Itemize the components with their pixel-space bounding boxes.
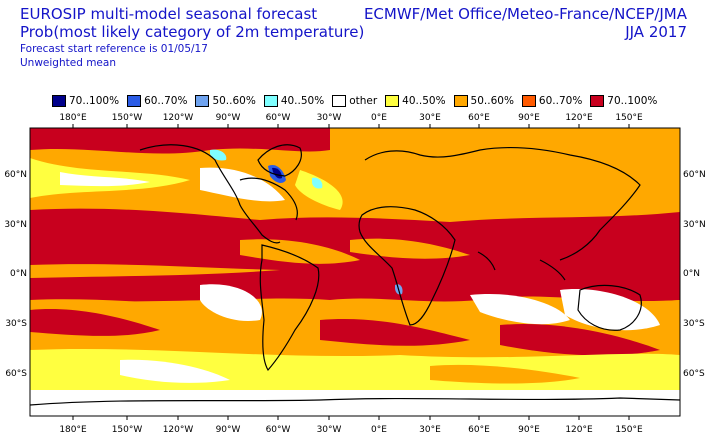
legend-swatch	[521, 95, 536, 107]
southeast-asia-coast	[539, 259, 566, 281]
legend-swatch	[453, 95, 468, 107]
longitude-label: 60°W	[266, 425, 291, 435]
india-coast	[477, 251, 496, 271]
legend-label: 40..50%	[280, 95, 325, 107]
latitude-label: 30°S	[683, 319, 705, 329]
longitude-label: 0°E	[371, 113, 387, 123]
legend-item: 50..60%	[195, 95, 256, 107]
latitude-label: 60°N	[4, 170, 27, 180]
longitude-label: 30°W	[317, 425, 342, 435]
longitude-label: 30°E	[419, 113, 441, 123]
africa-coast	[358, 206, 456, 326]
longitude-label: 180°E	[59, 113, 87, 123]
legend-item: 70..100%	[52, 95, 119, 107]
north-america-coast	[139, 144, 281, 244]
latitude-label: 60°N	[683, 170, 705, 180]
legend-item: 60..70%	[521, 95, 583, 107]
map-title: EUROSIP multi-model seasonal forecast	[20, 5, 318, 23]
longitude-label: 120°E	[565, 113, 593, 123]
legend-swatch	[127, 95, 142, 107]
north-america-east-coast	[239, 177, 298, 221]
longitude-label: 150°E	[615, 113, 643, 123]
latitude-label: 30°N	[683, 220, 705, 230]
legend-item: other	[332, 95, 377, 107]
eurasia-coast	[364, 146, 641, 261]
legend-swatch	[590, 95, 605, 107]
legend-swatch	[385, 95, 400, 107]
legend-item: 40..50%	[385, 95, 446, 107]
longitude-label: 90°W	[216, 425, 241, 435]
legend-label: 60..70%	[538, 95, 583, 107]
legend-label: 70..100%	[607, 95, 658, 107]
legend-label: 40..50%	[402, 95, 446, 107]
longitude-label: 90°W	[216, 113, 241, 123]
map-frame	[29, 127, 681, 417]
probability-fields	[30, 128, 680, 416]
australia-coast	[577, 284, 642, 331]
legend-label: 50..60%	[212, 95, 256, 107]
south-america-coast	[259, 244, 320, 372]
longitude-label: 30°E	[419, 425, 441, 435]
longitude-label: 90°E	[518, 425, 540, 435]
latitude-label: 30°N	[4, 220, 27, 230]
legend-swatch	[263, 95, 278, 107]
legend-item: 50..60%	[453, 95, 514, 107]
latitude-label: 0°N	[10, 269, 27, 279]
longitude-label: 0°E	[371, 425, 387, 435]
legend-label: 70..100%	[69, 95, 120, 107]
longitude-label: 180°E	[59, 425, 87, 435]
weighting-note: Unweighted mean	[20, 57, 116, 69]
legend-label: other	[349, 95, 378, 107]
map-subtitle: Prob(most likely category of 2m temperat…	[20, 23, 365, 41]
legend-label: 60..70%	[144, 95, 188, 107]
longitude-label: 120°W	[163, 425, 194, 435]
legend-item: 40..50%	[263, 95, 325, 107]
longitude-label: 60°E	[468, 425, 490, 435]
longitude-label: 120°W	[163, 113, 194, 123]
legend-swatch	[52, 95, 66, 107]
legend-item: 60..70%	[127, 95, 187, 107]
greenland-coast	[257, 144, 302, 177]
legend-swatch	[195, 95, 210, 107]
longitude-label: 90°E	[518, 113, 540, 123]
latitude-label: 0°N	[683, 269, 700, 279]
longitude-label: 120°E	[565, 425, 593, 435]
latitude-label: 30°S	[5, 319, 27, 329]
probability-legend: 70..100% 60..70% 50..60% 40..50% other 4…	[52, 94, 665, 108]
legend-item: 70..100%	[590, 95, 657, 107]
longitude-label: 60°E	[468, 113, 490, 123]
contributing-centres: ECMWF/Met Office/Meteo-France/NCEP/JMA	[363, 5, 687, 23]
longitude-label: 150°W	[112, 425, 143, 435]
forecast-start-reference: Forecast start reference is 01/05/17	[20, 43, 208, 55]
longitude-label: 150°W	[112, 113, 143, 123]
latitude-label: 60°S	[683, 369, 705, 379]
antarctica-coast	[30, 397, 680, 406]
longitude-label: 150°E	[615, 425, 643, 435]
forecast-season: JJA 2017	[625, 23, 687, 41]
coastlines	[30, 144, 680, 406]
longitude-label: 30°W	[317, 113, 342, 123]
longitude-label: 60°W	[266, 113, 291, 123]
legend-swatch	[332, 95, 347, 107]
legend-label: 50..60%	[470, 95, 514, 107]
latitude-label: 60°S	[5, 369, 27, 379]
